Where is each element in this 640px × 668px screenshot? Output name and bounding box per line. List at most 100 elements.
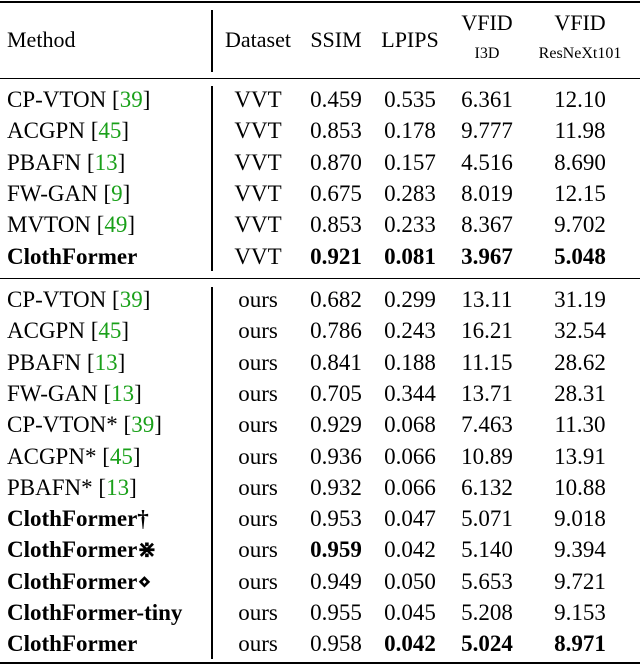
cell-lpips: 0.042 — [384, 537, 436, 563]
cell-method: CP-VTON [39] — [7, 86, 150, 114]
cell-vfid-i3d: 4.516 — [461, 149, 513, 175]
cell-vfid-resnext: 9.153 — [554, 600, 606, 625]
citation-ref[interactable]: [45] — [90, 318, 130, 344]
cell-vfid-resnext: 9.721 — [554, 568, 606, 594]
citation-ref[interactable]: [13] — [103, 380, 142, 406]
header-lpips: LPIPS — [381, 27, 439, 52]
cell-method: PBAFN [13] — [7, 149, 125, 177]
citation-ref[interactable]: [39] — [112, 287, 151, 312]
citation-number[interactable]: 13 — [106, 474, 130, 500]
cell-dataset: VVT — [234, 180, 282, 206]
citation-number[interactable]: 39 — [131, 412, 155, 438]
citation-ref[interactable]: [49] — [96, 212, 136, 238]
method-column-divider — [211, 86, 213, 271]
method-column-divider — [211, 10, 213, 72]
method-name: ACGPN — [7, 118, 91, 144]
cell-dataset: ours — [238, 474, 278, 500]
cell-dataset: ours — [238, 349, 278, 375]
citation-number[interactable]: 9 — [111, 180, 123, 206]
cell-ssim: 0.853 — [310, 212, 362, 238]
cell-method: ClothFormer — [7, 630, 137, 658]
cell-method: ClothFormer⋇ — [7, 536, 157, 564]
cell-method: ACGPN [45] — [7, 117, 129, 145]
cell-lpips: 0.299 — [384, 287, 436, 312]
citation-number[interactable]: 39 — [119, 87, 143, 112]
citation-number[interactable]: 39 — [119, 287, 143, 312]
cell-method: ACGPN [45] — [7, 317, 129, 345]
cell-ssim: 0.459 — [310, 87, 362, 112]
cell-dataset: ours — [238, 600, 278, 625]
citation-ref[interactable]: [45] — [102, 443, 141, 469]
cell-vfid-i3d: 6.361 — [461, 87, 513, 112]
citation-ref[interactable]: [9] — [103, 180, 131, 206]
cell-vfid-i3d: 5.140 — [461, 537, 513, 563]
cell-ssim: 0.921 — [310, 243, 362, 269]
citation-ref[interactable]: [39] — [112, 87, 151, 112]
cell-ssim: 0.870 — [310, 149, 362, 175]
method-name: ACGPN — [7, 318, 91, 344]
cell-lpips: 0.047 — [384, 506, 436, 532]
cell-dataset: VVT — [234, 87, 282, 112]
cell-ssim: 0.958 — [310, 631, 362, 657]
header-rule — [0, 78, 640, 80]
citation-number[interactable]: 45 — [109, 443, 133, 469]
cell-dataset: ours — [238, 506, 278, 532]
method-name: FW-GAN — [7, 380, 104, 406]
cell-dataset: ours — [238, 443, 278, 469]
citation-number[interactable]: 45 — [98, 118, 122, 144]
cell-dataset: ours — [238, 287, 278, 312]
cell-vfid-i3d: 3.967 — [461, 243, 513, 269]
cell-method: ClothFormer-tiny — [7, 599, 182, 627]
method-name: PBAFN* — [7, 474, 99, 500]
citation-ref[interactable]: [45] — [90, 118, 130, 144]
cell-ssim: 0.955 — [310, 600, 362, 625]
method-name: ClothFormer⋇ — [7, 537, 157, 563]
cell-vfid-i3d: 8.367 — [461, 212, 513, 238]
cell-lpips: 0.042 — [384, 631, 436, 657]
cell-ssim: 0.949 — [310, 568, 362, 594]
header-vfid-i3d-sub: I3D — [474, 45, 500, 62]
citation-number[interactable]: 45 — [98, 318, 122, 344]
cell-ssim: 0.929 — [310, 412, 362, 438]
cell-method: PBAFN [13] — [7, 349, 125, 377]
header-vfid-resnext-sub: ResNeXt101 — [538, 45, 622, 62]
method-name: MVTON — [7, 212, 97, 238]
cell-lpips: 0.178 — [384, 118, 436, 144]
cell-lpips: 0.066 — [384, 443, 436, 469]
citation-ref[interactable]: [13] — [86, 149, 126, 175]
header-vfid-resnext: VFID — [554, 10, 606, 35]
method-name: CP-VTON — [7, 87, 113, 112]
cell-method: FW-GAN [9] — [7, 180, 130, 208]
citation-number[interactable]: 13 — [94, 349, 118, 375]
method-name: PBAFN — [7, 149, 87, 175]
citation-ref[interactable]: [13] — [98, 474, 137, 500]
citation-number[interactable]: 49 — [104, 212, 128, 238]
cell-vfid-resnext: 10.88 — [554, 474, 606, 500]
cell-vfid-i3d: 9.777 — [461, 118, 513, 144]
citation-ref[interactable]: [39] — [123, 412, 162, 438]
cell-vfid-i3d: 8.019 — [461, 180, 513, 206]
cell-method: FW-GAN [13] — [7, 380, 142, 408]
citation-ref[interactable]: [13] — [86, 349, 126, 375]
method-column-divider — [211, 287, 213, 659]
header-ssim: SSIM — [310, 27, 362, 52]
cell-vfid-resnext: 32.54 — [554, 318, 606, 344]
bottom-rule — [0, 662, 640, 664]
cell-vfid-resnext: 11.98 — [554, 118, 606, 144]
cell-vfid-resnext: 8.971 — [554, 631, 606, 657]
cell-method: PBAFN* [13] — [7, 474, 137, 502]
cell-dataset: VVT — [234, 212, 282, 238]
cell-ssim: 0.932 — [310, 474, 362, 500]
cell-lpips: 0.066 — [384, 474, 436, 500]
cell-vfid-i3d: 5.071 — [461, 506, 513, 532]
cell-vfid-resnext: 11.30 — [554, 412, 606, 438]
citation-number[interactable]: 13 — [111, 380, 135, 406]
cell-dataset: VVT — [234, 149, 282, 175]
cell-vfid-resnext: 8.690 — [554, 149, 606, 175]
citation-number[interactable]: 13 — [94, 149, 118, 175]
cell-vfid-i3d: 7.463 — [461, 412, 513, 438]
method-name: ClothFormer — [7, 631, 138, 657]
group-separator-rule — [0, 278, 640, 280]
cell-ssim: 0.841 — [310, 349, 362, 375]
cell-vfid-i3d: 13.11 — [461, 287, 513, 312]
